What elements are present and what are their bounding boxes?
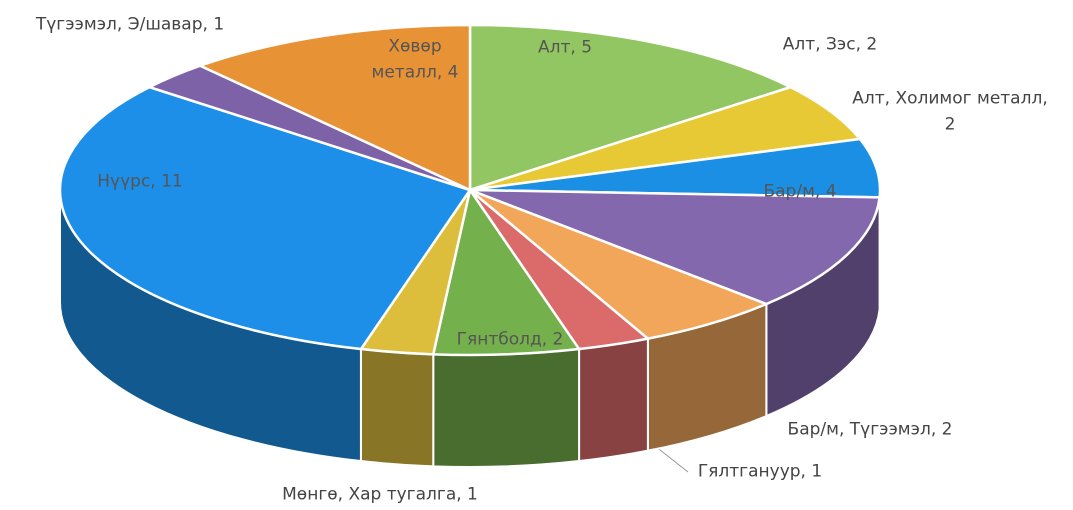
data-label: Алт, Зэс, 2 — [782, 34, 878, 55]
slice — [469, 188, 770, 341]
pie-tops — [58, 23, 882, 357]
slice — [469, 188, 881, 306]
slice — [468, 23, 794, 192]
data-label: Гялтгануур, 1 — [697, 461, 823, 482]
data-label: Бар/м, 4 — [763, 181, 837, 202]
data-label: Хөвөр металл, 4 — [371, 36, 459, 83]
slice — [431, 186, 582, 357]
data-label: Гянтболд, 2 — [456, 329, 564, 350]
data-label: Бар/м, Түгээмэл, 2 — [787, 419, 953, 440]
data-label: Мөнгө, Хар тугалга, 1 — [282, 484, 478, 505]
slice-side — [432, 347, 581, 468]
slice-side — [578, 337, 649, 463]
slice — [58, 85, 472, 351]
leader-line — [654, 445, 689, 473]
data-label: Түгээмэл, Э/шавар, 1 — [35, 14, 225, 35]
data-label: Алт, Холимог металл, 2 — [852, 88, 1048, 135]
data-label: Алт, 5 — [537, 37, 593, 58]
data-label: Нүүрс, 11 — [97, 171, 183, 192]
slice-side — [359, 347, 435, 468]
slice — [196, 23, 472, 192]
